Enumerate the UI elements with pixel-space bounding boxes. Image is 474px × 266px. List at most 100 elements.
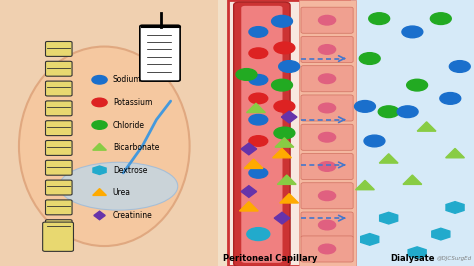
FancyBboxPatch shape <box>46 140 72 155</box>
Polygon shape <box>93 166 106 174</box>
Text: Chloride: Chloride <box>113 120 145 130</box>
FancyBboxPatch shape <box>234 2 290 266</box>
Circle shape <box>236 69 257 80</box>
Text: Dextrose: Dextrose <box>113 166 147 175</box>
Polygon shape <box>446 148 465 158</box>
Polygon shape <box>379 154 398 163</box>
Text: @DJCSurgEd: @DJCSurgEd <box>437 256 472 261</box>
Circle shape <box>319 15 336 25</box>
Circle shape <box>249 74 268 85</box>
Circle shape <box>92 121 107 129</box>
FancyBboxPatch shape <box>301 153 353 180</box>
Circle shape <box>249 27 268 37</box>
Circle shape <box>397 106 418 118</box>
FancyBboxPatch shape <box>301 95 353 121</box>
Circle shape <box>247 228 270 240</box>
Polygon shape <box>275 138 294 147</box>
Polygon shape <box>403 175 422 184</box>
Polygon shape <box>446 202 464 213</box>
Text: Potassium: Potassium <box>113 98 152 107</box>
Circle shape <box>272 79 292 91</box>
Polygon shape <box>241 143 257 155</box>
Polygon shape <box>408 247 426 259</box>
Circle shape <box>272 15 292 27</box>
Circle shape <box>449 61 470 72</box>
Circle shape <box>407 79 428 91</box>
Circle shape <box>249 136 268 146</box>
Circle shape <box>319 103 336 113</box>
Circle shape <box>440 93 461 104</box>
Circle shape <box>378 106 399 118</box>
Circle shape <box>92 98 107 107</box>
FancyBboxPatch shape <box>301 212 353 238</box>
FancyBboxPatch shape <box>46 101 72 116</box>
Polygon shape <box>244 159 263 168</box>
Circle shape <box>274 101 295 112</box>
FancyBboxPatch shape <box>46 81 72 96</box>
FancyBboxPatch shape <box>301 7 353 33</box>
Circle shape <box>249 48 268 59</box>
FancyBboxPatch shape <box>301 183 353 209</box>
FancyBboxPatch shape <box>0 0 228 266</box>
Polygon shape <box>417 122 436 131</box>
Text: Urea: Urea <box>113 188 131 197</box>
Circle shape <box>249 168 268 178</box>
Text: Sodium: Sodium <box>113 75 142 84</box>
Polygon shape <box>356 180 374 190</box>
Circle shape <box>402 26 423 38</box>
FancyBboxPatch shape <box>46 200 72 215</box>
FancyBboxPatch shape <box>299 0 356 266</box>
Polygon shape <box>246 103 265 113</box>
Circle shape <box>279 61 300 72</box>
FancyBboxPatch shape <box>46 160 72 175</box>
Polygon shape <box>94 211 105 220</box>
Circle shape <box>319 162 336 171</box>
Polygon shape <box>241 186 257 197</box>
Polygon shape <box>93 143 106 150</box>
Circle shape <box>369 13 390 24</box>
Polygon shape <box>432 228 450 240</box>
FancyBboxPatch shape <box>140 25 180 81</box>
Text: Peritoneal Capillary: Peritoneal Capillary <box>223 254 318 263</box>
FancyBboxPatch shape <box>43 222 73 251</box>
FancyBboxPatch shape <box>46 220 72 235</box>
Polygon shape <box>361 234 379 245</box>
FancyBboxPatch shape <box>228 0 474 266</box>
FancyBboxPatch shape <box>241 6 283 263</box>
Polygon shape <box>380 212 398 224</box>
Text: Dialysate: Dialysate <box>390 254 435 263</box>
Ellipse shape <box>19 47 190 246</box>
Circle shape <box>274 127 295 139</box>
Text: Bicarbonate: Bicarbonate <box>113 143 159 152</box>
FancyBboxPatch shape <box>301 66 353 92</box>
Circle shape <box>249 114 268 125</box>
Ellipse shape <box>59 162 178 210</box>
Polygon shape <box>282 111 297 123</box>
FancyBboxPatch shape <box>301 36 353 63</box>
Circle shape <box>319 191 336 201</box>
Circle shape <box>274 42 295 54</box>
Polygon shape <box>277 175 296 184</box>
Circle shape <box>319 45 336 54</box>
FancyBboxPatch shape <box>351 0 474 266</box>
Circle shape <box>355 101 375 112</box>
FancyBboxPatch shape <box>46 180 72 195</box>
Polygon shape <box>93 189 106 196</box>
FancyBboxPatch shape <box>46 41 72 56</box>
Circle shape <box>319 74 336 84</box>
Polygon shape <box>273 148 292 158</box>
FancyBboxPatch shape <box>301 124 353 150</box>
FancyBboxPatch shape <box>46 61 72 76</box>
Circle shape <box>319 220 336 230</box>
FancyBboxPatch shape <box>46 121 72 136</box>
Circle shape <box>319 132 336 142</box>
Circle shape <box>249 93 268 104</box>
Polygon shape <box>239 202 258 211</box>
Circle shape <box>364 135 385 147</box>
Text: Creatinine: Creatinine <box>113 211 153 220</box>
Circle shape <box>359 53 380 64</box>
Circle shape <box>430 13 451 24</box>
Polygon shape <box>0 0 218 266</box>
FancyBboxPatch shape <box>301 236 353 262</box>
Circle shape <box>319 244 336 254</box>
